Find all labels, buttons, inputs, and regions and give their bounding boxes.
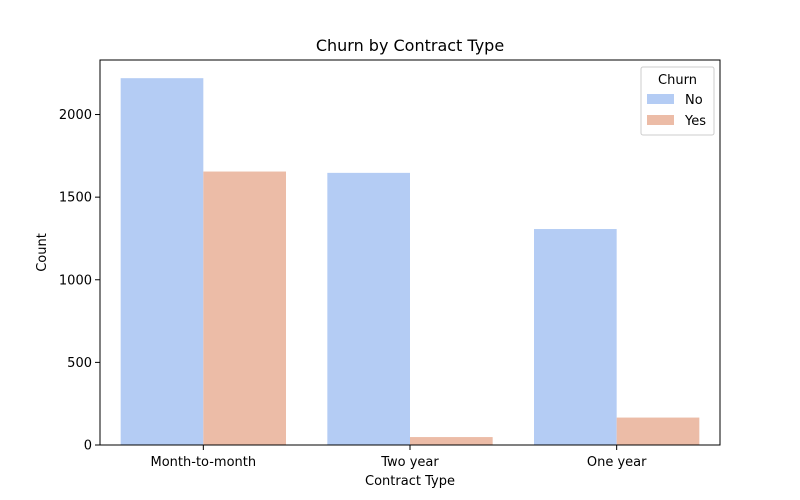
y-axis-label: Count bbox=[35, 233, 50, 272]
x-axis-ticks: Month-to-month Two year One year bbox=[151, 445, 647, 470]
y-tick-label: 0 bbox=[84, 439, 92, 454]
x-tick-label: Month-to-month bbox=[151, 455, 257, 470]
legend-title: Churn bbox=[658, 73, 697, 88]
y-tick-label: 500 bbox=[67, 356, 92, 371]
bars-group bbox=[120, 78, 700, 446]
chart-title: Churn by Contract Type bbox=[316, 36, 504, 55]
legend-label-no: No bbox=[685, 93, 703, 108]
bar-yes-2 bbox=[616, 417, 700, 445]
legend-swatch-yes bbox=[647, 115, 674, 125]
plot-frame bbox=[99, 59, 721, 446]
y-tick-label: 2000 bbox=[59, 108, 92, 123]
y-axis-ticks: 0 500 1000 1500 2000 bbox=[59, 108, 100, 454]
x-axis-label: Contract Type bbox=[365, 474, 455, 489]
bar-no-0 bbox=[120, 78, 204, 445]
bar-yes-0 bbox=[203, 171, 286, 445]
y-tick-label: 1500 bbox=[59, 191, 92, 206]
bar-no-1 bbox=[327, 172, 410, 446]
legend-swatch-no bbox=[647, 94, 674, 104]
legend: Churn No Yes bbox=[640, 66, 715, 136]
x-tick-label: Two year bbox=[380, 455, 439, 470]
bar-yes-1 bbox=[410, 437, 493, 445]
bar-no-2 bbox=[534, 229, 617, 445]
legend-label-yes: Yes bbox=[684, 114, 706, 129]
x-tick-label: One year bbox=[587, 455, 647, 470]
y-tick-label: 1000 bbox=[59, 273, 92, 288]
